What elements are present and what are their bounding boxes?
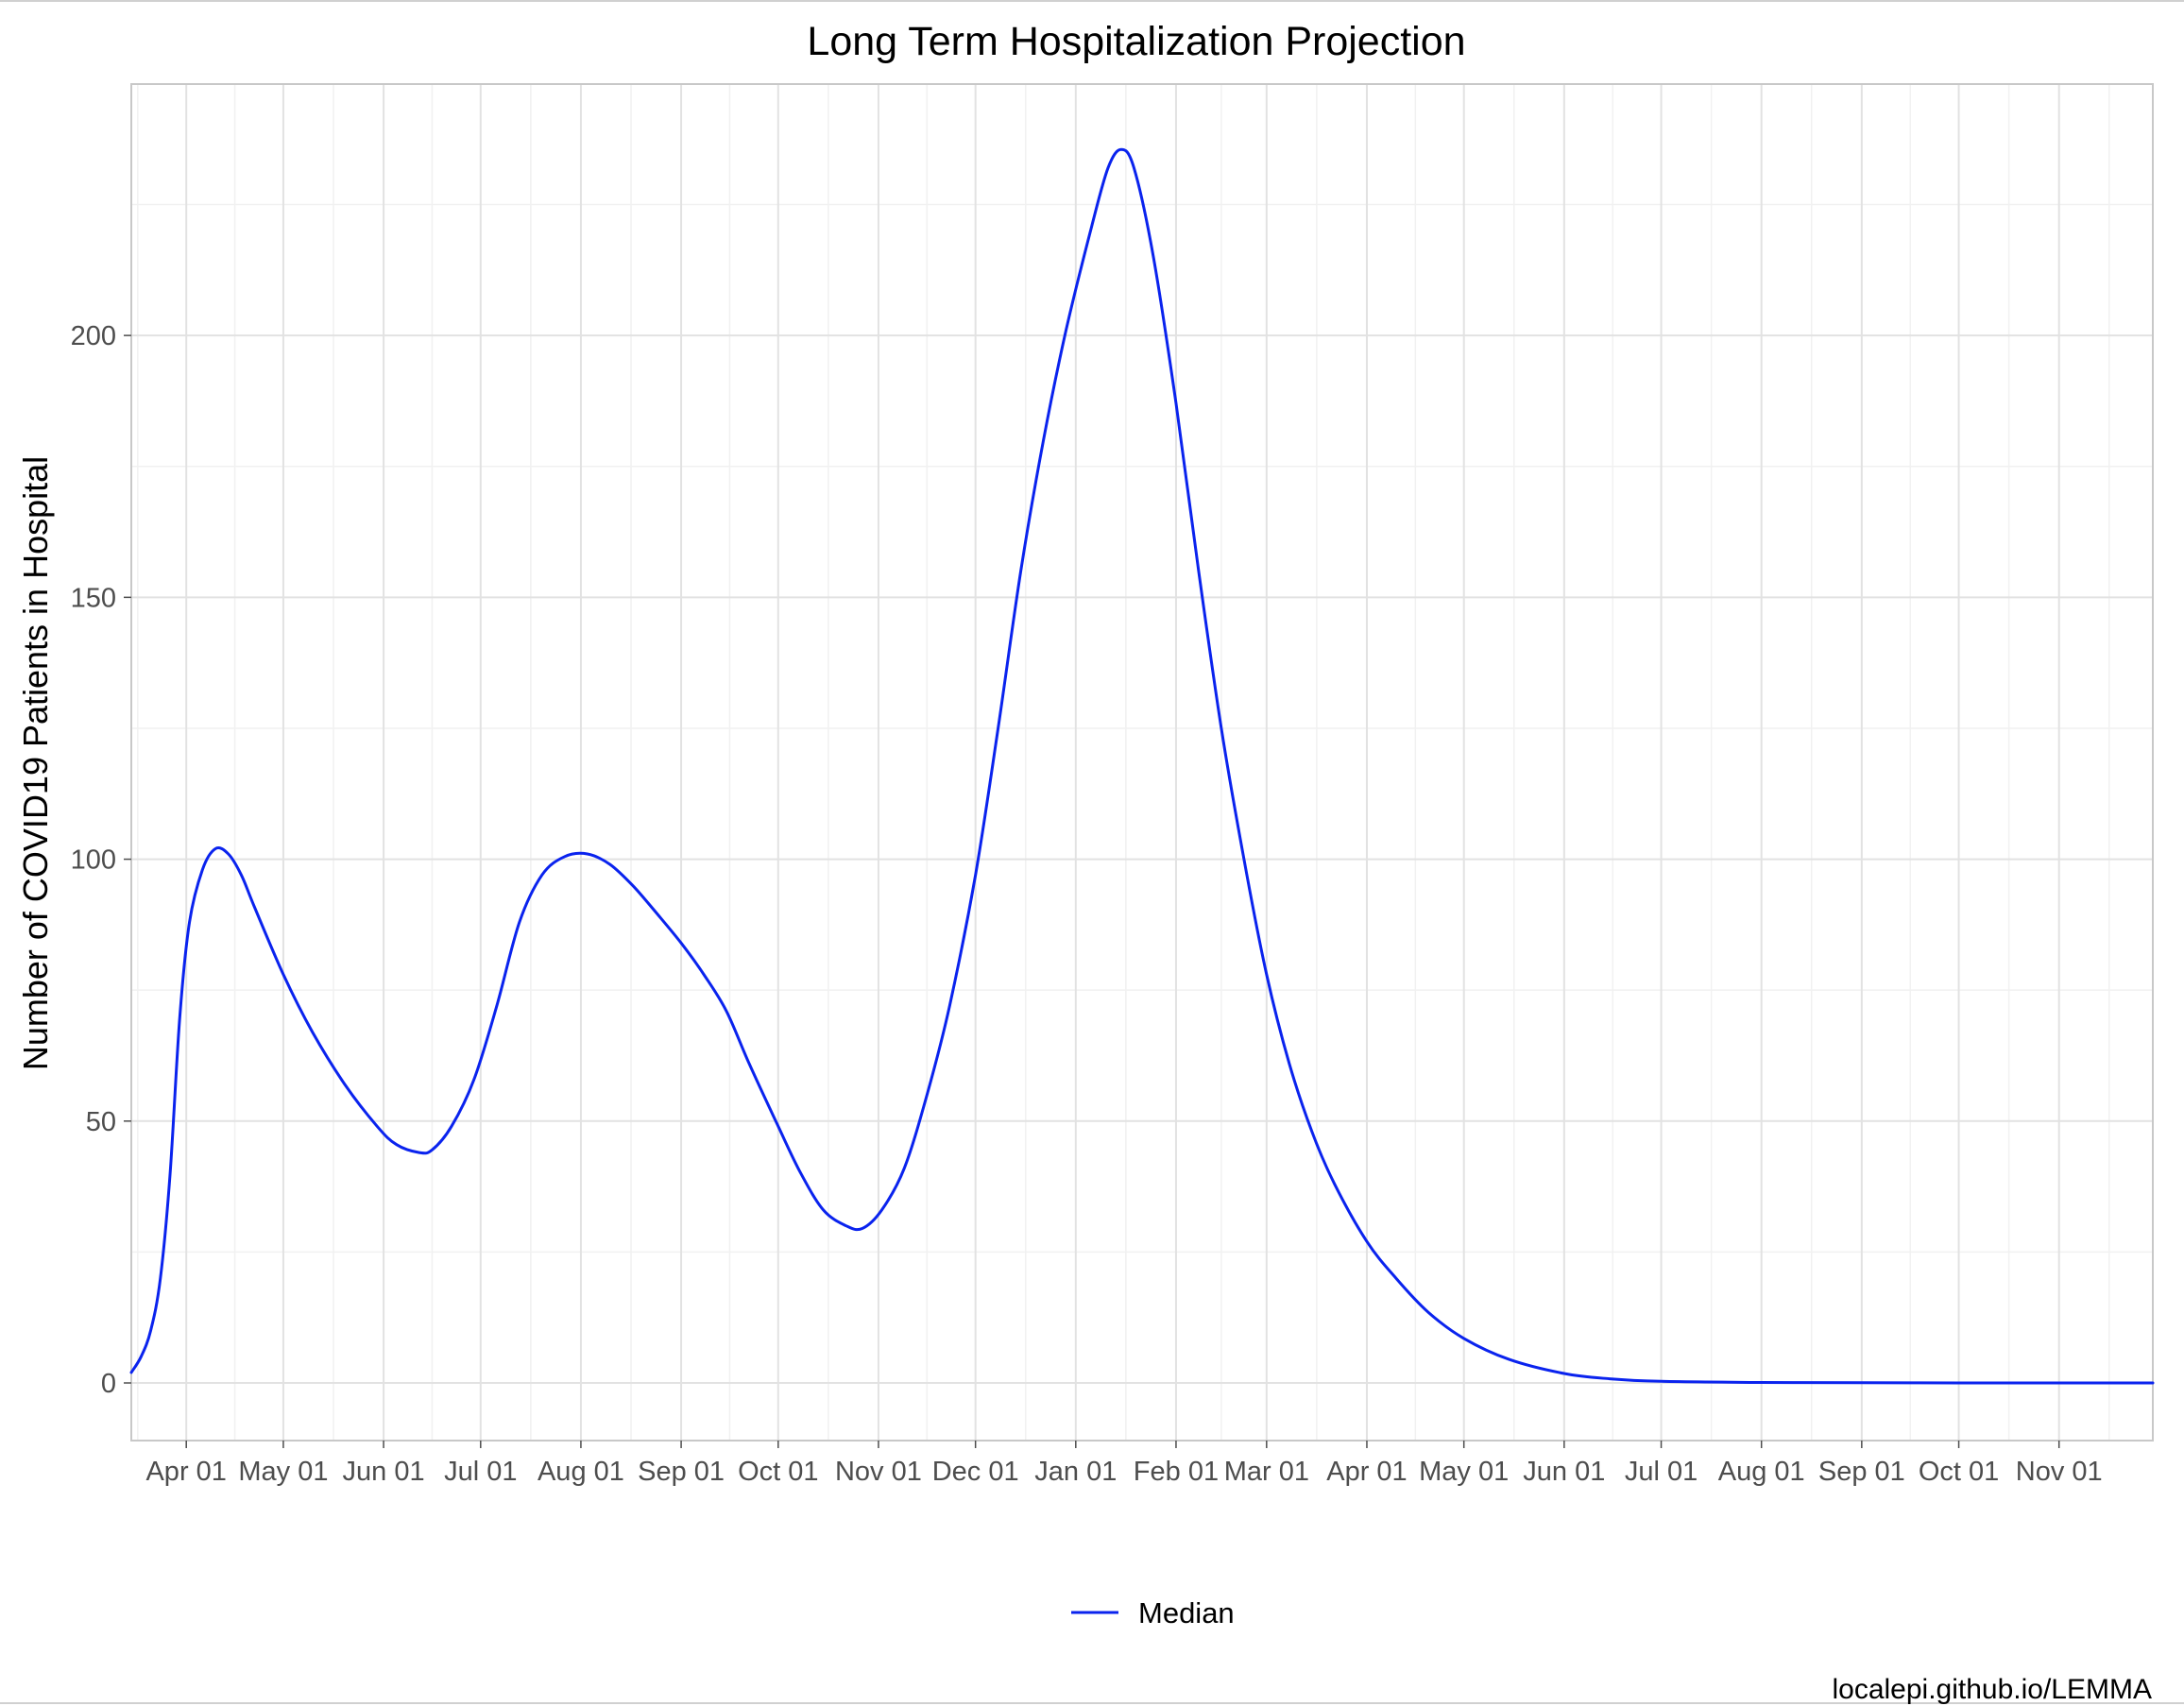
- legend: Median: [1071, 1596, 1235, 1629]
- x-tick-label: Aug 01: [1718, 1457, 1805, 1487]
- x-axis-ticks: Apr 01 May 01 Jun 01 Jul 01 Aug 01 Sep 01 Oct …: [145, 1441, 2103, 1487]
- x-tick-label: May 01: [238, 1457, 328, 1487]
- y-tick-label: 100: [71, 845, 116, 876]
- bottom-border: [0, 1702, 2184, 1704]
- chart-title: Long Term Hospitalization Projection: [807, 19, 1465, 64]
- y-tick-label: 200: [71, 321, 116, 351]
- x-tick-label: Feb 01: [1134, 1457, 1219, 1487]
- x-tick-label: Jul 01: [1625, 1457, 1698, 1487]
- y-tick-label: 50: [86, 1107, 116, 1137]
- y-tick-label: 150: [71, 583, 116, 613]
- y-axis-label: Number of COVID19 Patients in Hospital: [16, 456, 55, 1070]
- x-tick-label: Jan 01: [1034, 1457, 1117, 1487]
- top-border: [0, 0, 2184, 2]
- x-tick-label: Apr 01: [1326, 1457, 1407, 1487]
- x-tick-label: Nov 01: [2016, 1457, 2103, 1487]
- x-tick-label: Nov 01: [835, 1457, 922, 1487]
- x-tick-label: Sep 01: [1818, 1457, 1905, 1487]
- x-tick-label: May 01: [1419, 1457, 1509, 1487]
- x-tick-label: Jun 01: [1523, 1457, 1605, 1487]
- x-tick-label: Dec 01: [932, 1457, 1019, 1487]
- x-tick-label: Jun 01: [343, 1457, 425, 1487]
- y-axis-ticks: 0 50 100 150 200: [71, 321, 131, 1399]
- legend-label-median: Median: [1138, 1596, 1235, 1629]
- chart-caption: localepi.github.io/LEMMA: [1832, 1674, 2152, 1705]
- x-tick-label: Oct 01: [1919, 1457, 1999, 1487]
- grid: [131, 84, 2153, 1441]
- series-line-median: [129, 147, 2155, 1385]
- y-tick-label: 0: [101, 1369, 116, 1399]
- x-tick-label: Mar 01: [1224, 1457, 1309, 1487]
- x-tick-label: Apr 01: [145, 1457, 226, 1487]
- x-tick-label: Aug 01: [537, 1457, 624, 1487]
- x-tick-label: Oct 01: [738, 1457, 818, 1487]
- plot-panel-border: [130, 83, 2154, 1442]
- x-tick-label: Jul 01: [444, 1457, 517, 1487]
- x-tick-label: Sep 01: [638, 1457, 725, 1487]
